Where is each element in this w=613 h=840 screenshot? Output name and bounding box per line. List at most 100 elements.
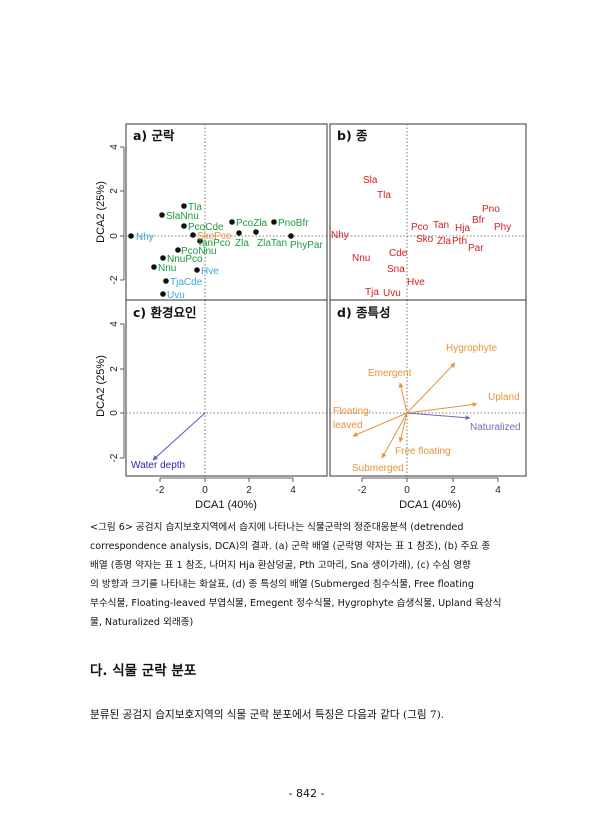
community-label: TanPco: [197, 238, 231, 249]
dca-figure: a) 군락 b) 종 c) 환경요인 d) 종특성 4 2 0 -2 DCA2 …: [95, 123, 527, 511]
community-label: SkoPco: [197, 231, 232, 242]
community-point: [194, 267, 200, 273]
trait-label: Emergent: [368, 368, 412, 379]
y-tick-a-2: 2: [109, 188, 120, 194]
community-label: Nhy: [136, 232, 154, 243]
community-point: [175, 247, 181, 253]
community-label: ZlaTan: [257, 238, 287, 249]
naturalized-arrow: [406, 412, 471, 421]
floating-leaved-arrow: [352, 412, 408, 437]
species-label: Tja: [365, 287, 379, 298]
page-number: - 842 -: [288, 787, 325, 800]
free-floating-arrow: [398, 412, 408, 443]
y-axis-label-c: DCA2 (25%): [95, 355, 107, 417]
y-tick-c-4: 4: [109, 321, 120, 327]
community-point: [288, 233, 294, 239]
community-labels: Tla SlaNnu PcoCde SkoPco PcoZla PnoBfr N…: [136, 202, 323, 301]
panel-a-frame: [125, 123, 328, 301]
species-label: Sna: [387, 264, 405, 275]
body-paragraph: 분류된 공검지 습지보호지역의 식물 군락 분포에서 특징은 다음과 같다 (그…: [90, 709, 445, 721]
y-tick-a-neg2: -2: [109, 275, 120, 284]
community-point: [159, 212, 165, 218]
species-label: Hve: [407, 277, 425, 288]
community-label: TjaCde: [170, 277, 203, 288]
x-tick-d-4: 4: [495, 485, 501, 496]
community-label: PcoCde: [188, 222, 224, 233]
y-tick-a-0: 0: [109, 233, 120, 239]
species-label: Hja: [455, 223, 470, 234]
species-label: Uvu: [383, 288, 401, 299]
community-label: PnoBfr: [278, 218, 309, 229]
x-tick-c-2: 2: [246, 485, 252, 496]
x-tick-c-4: 4: [290, 485, 296, 496]
water-depth-label: Water depth: [131, 460, 185, 471]
community-point: [163, 278, 169, 284]
x-axis-label-d: DCA1 (40%): [399, 499, 461, 511]
species-label: Par: [468, 243, 484, 254]
community-label: Uvu: [167, 290, 185, 301]
community-point: [181, 203, 187, 209]
upland-arrow: [406, 402, 478, 414]
community-point: [160, 291, 166, 297]
section-heading: 다. 식물 군락 분포: [90, 663, 197, 679]
panel-c-title: c) 환경요인: [133, 305, 196, 320]
figure-caption: <그림 6> 공검지 습지보호지역에서 습지에 나타나는 식물군락의 정준대응분…: [90, 518, 532, 632]
y-axis-label-a: DCA2 (25%): [95, 181, 107, 243]
species-label: Sla: [363, 175, 378, 186]
caption-line: 물, Naturalized 외래종): [90, 617, 194, 628]
species-label: Nnu: [352, 253, 370, 264]
community-point: [181, 223, 187, 229]
community-point: [190, 232, 196, 238]
trait-label: Free floating: [395, 446, 451, 457]
community-label: PcoZla: [236, 218, 268, 229]
community-point: [253, 229, 259, 235]
panel-a-title: a) 군락: [133, 128, 175, 143]
trait-arrows: [352, 362, 478, 459]
hygrophyte-arrow: [406, 362, 456, 414]
community-point: [197, 238, 203, 244]
panel-c-frame: [125, 299, 328, 477]
water-depth-arrow: [152, 412, 206, 461]
community-label: PcoNnu: [181, 246, 217, 257]
caption-line: 의 방향과 크기를 나타내는 화살표, (d) 종 특성의 배열 (Submer…: [90, 579, 474, 590]
panel-d-title: d) 종특성: [337, 305, 391, 320]
trait-label: Floating-: [333, 406, 372, 417]
species-label: Tla: [377, 190, 391, 201]
community-point: [128, 233, 134, 239]
emergent-arrow: [398, 382, 408, 414]
species-labels: Sla Tla Pno Bfr Phy Pco Tan Hja Sko Zla …: [331, 175, 511, 299]
x-tick-c-neg2: -2: [156, 485, 165, 496]
species-label: Zla: [437, 236, 451, 247]
species-label: Nhy: [331, 230, 349, 241]
community-point: [271, 219, 277, 225]
community-label: SlaNnu: [166, 211, 199, 222]
panel-b-title: b) 종: [337, 128, 368, 143]
submerged-arrow: [381, 412, 408, 459]
community-label: NnuPco: [167, 254, 203, 265]
species-label: Pno: [482, 204, 500, 215]
y-tick-c-neg2: -2: [109, 453, 120, 462]
x-tick-c-0: 0: [202, 485, 208, 496]
trait-labels: Hygrophyte Emergent Upland Floating- lea…: [333, 343, 521, 474]
community-label: Hve: [201, 266, 219, 277]
trait-label: Hygrophyte: [446, 343, 498, 354]
caption-line: 부수식물, Floating-leaved 부엽식물, Emegent 정수식물…: [90, 598, 502, 609]
caption-line: correspondence analysis, DCA)의 결과. (a) 군…: [90, 541, 491, 552]
community-label: Nnu: [158, 263, 176, 274]
community-point: [236, 230, 242, 236]
y-tick-a-4: 4: [109, 144, 120, 150]
community-label: Zla: [235, 238, 249, 249]
community-label: Tla: [188, 202, 202, 213]
trait-label: Submerged: [352, 463, 404, 474]
species-label: Pco: [411, 222, 429, 233]
community-point: [151, 264, 157, 270]
species-label: Sko: [416, 234, 434, 245]
community-point: [160, 255, 166, 261]
species-label: Phy: [494, 222, 511, 233]
species-label: Tan: [433, 220, 449, 231]
species-label: Pth: [452, 236, 467, 247]
species-label: Bfr: [472, 215, 485, 226]
y-tick-c-0: 0: [109, 410, 120, 416]
x-tick-d-0: 0: [404, 485, 410, 496]
species-label: Cde: [389, 248, 408, 259]
